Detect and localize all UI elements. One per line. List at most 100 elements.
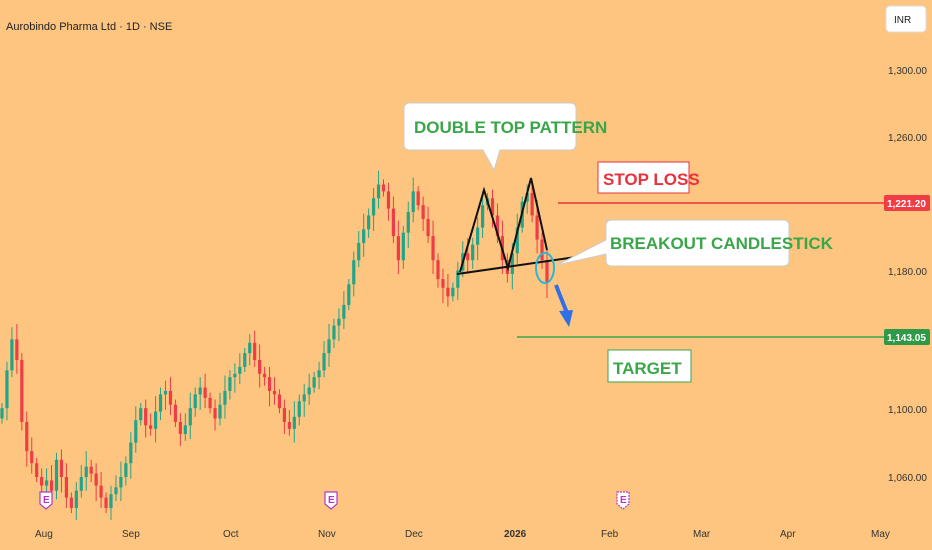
candle-body: [466, 253, 470, 261]
candle-body: [292, 416, 296, 429]
candle-body: [267, 377, 272, 391]
candle-body: [262, 373, 267, 378]
y-tick-label: 1,060.00: [888, 473, 927, 484]
candle-body: [416, 191, 420, 206]
stop-loss-label: STOP LOSS: [603, 170, 700, 189]
y-tick-label: 1,100.00: [888, 405, 927, 416]
y-tick-label: 1,260.00: [888, 133, 927, 144]
candle-body: [381, 184, 386, 192]
candle-body: [495, 215, 500, 237]
pattern-label: DOUBLE TOP PATTERN: [414, 118, 607, 137]
candle-body: [535, 215, 539, 240]
candle-body: [391, 208, 396, 237]
stop-loss-box[interactable]: STOP LOSS: [597, 161, 700, 194]
candle-body: [238, 366, 242, 374]
candle-body: [258, 360, 262, 374]
candle-body: [411, 191, 415, 213]
candle-body: [64, 476, 69, 498]
svg-text:E: E: [43, 495, 50, 506]
double-top-zigzag[interactable]: [459, 177, 548, 273]
target-box[interactable]: TARGET: [607, 349, 692, 383]
earnings-marker[interactable]: E: [39, 491, 53, 510]
candle-body: [515, 227, 519, 254]
candle-body: [243, 353, 247, 367]
candle-body: [15, 339, 19, 360]
candle-body: [471, 244, 475, 261]
earnings-marker[interactable]: E: [324, 491, 338, 510]
candle-body: [74, 490, 78, 508]
candle-body: [337, 318, 341, 326]
candle-body: [49, 480, 54, 491]
candle-body: [89, 466, 93, 474]
candle-body: [178, 421, 182, 434]
candle-body: [119, 476, 123, 488]
candle-body: [322, 353, 326, 371]
candle-body: [0, 408, 4, 419]
currency-label: INR: [894, 15, 911, 26]
candle-body: [362, 229, 366, 244]
candle-body: [272, 390, 277, 395]
candle-body: [153, 411, 158, 429]
currency-selector[interactable]: INR: [885, 5, 927, 33]
earnings-marker-upcoming[interactable]: E: [616, 491, 630, 510]
double-top-callout[interactable]: DOUBLE TOP PATTERN: [403, 102, 607, 172]
candle-body: [253, 342, 257, 360]
candle-body: [347, 284, 351, 305]
candle-body: [149, 425, 153, 429]
breakout-circle[interactable]: [535, 252, 555, 284]
candle-body: [44, 480, 49, 486]
candle-body: [25, 421, 29, 452]
candle-body: [59, 459, 64, 477]
x-axis[interactable]: Aug Sep Oct Nov Dec 2026 Feb Mar Apr May: [35, 529, 890, 540]
candle-body: [490, 198, 495, 216]
candle-body: [282, 408, 287, 422]
x-tick-label: Oct: [223, 529, 239, 540]
candle-body: [40, 476, 44, 486]
y-tick-label: 1,180.00: [888, 267, 927, 278]
candle-body: [396, 236, 400, 261]
candle-body: [302, 394, 306, 402]
chart-title: Aurobindo Pharma Ltd · 1D · NSE: [6, 21, 172, 33]
candle-body: [213, 408, 217, 419]
candle-body: [401, 232, 405, 261]
candle-body: [357, 243, 361, 261]
stop-price-label: 1,221.20: [887, 199, 926, 210]
candle-body: [5, 370, 9, 409]
svg-text:E: E: [620, 495, 627, 506]
candle-body: [35, 463, 39, 477]
candle-body: [352, 260, 356, 285]
candle-body: [10, 339, 14, 371]
candle-body: [426, 218, 430, 237]
candle-body: [193, 394, 197, 409]
x-tick-label: May: [871, 529, 890, 540]
candle-body: [441, 279, 445, 288]
candle-body: [312, 377, 316, 388]
candle-body: [476, 227, 480, 245]
candle-body: [327, 339, 331, 354]
candle-body: [124, 463, 128, 477]
candle-body: [367, 215, 371, 230]
candle-body: [158, 394, 163, 412]
candle-body: [248, 342, 252, 354]
candle-body: [20, 360, 24, 422]
target-price-label: 1,143.05: [887, 333, 926, 344]
breakout-label: BREAKOUT CANDLESTICK: [610, 234, 834, 253]
down-arrow-icon[interactable]: [554, 284, 573, 327]
breakout-callout[interactable]: BREAKOUT CANDLESTICK: [556, 219, 834, 267]
candle-body: [540, 239, 544, 261]
candle-body: [84, 466, 88, 477]
candle-body: [218, 404, 222, 419]
y-axis[interactable]: 1,300.00 1,260.00 1,180.00 1,100.00 1,06…: [888, 66, 927, 484]
candle-body: [134, 420, 138, 443]
candle-body: [431, 236, 435, 261]
candle-body: [510, 253, 514, 274]
svg-text:E: E: [328, 495, 335, 506]
x-tick-label: Aug: [35, 529, 53, 540]
candle-body: [188, 408, 192, 426]
neckline[interactable]: [456, 254, 591, 275]
candle-body: [307, 387, 311, 395]
candle-body: [168, 390, 173, 405]
candle-body: [332, 325, 336, 340]
candle-body: [317, 370, 321, 378]
